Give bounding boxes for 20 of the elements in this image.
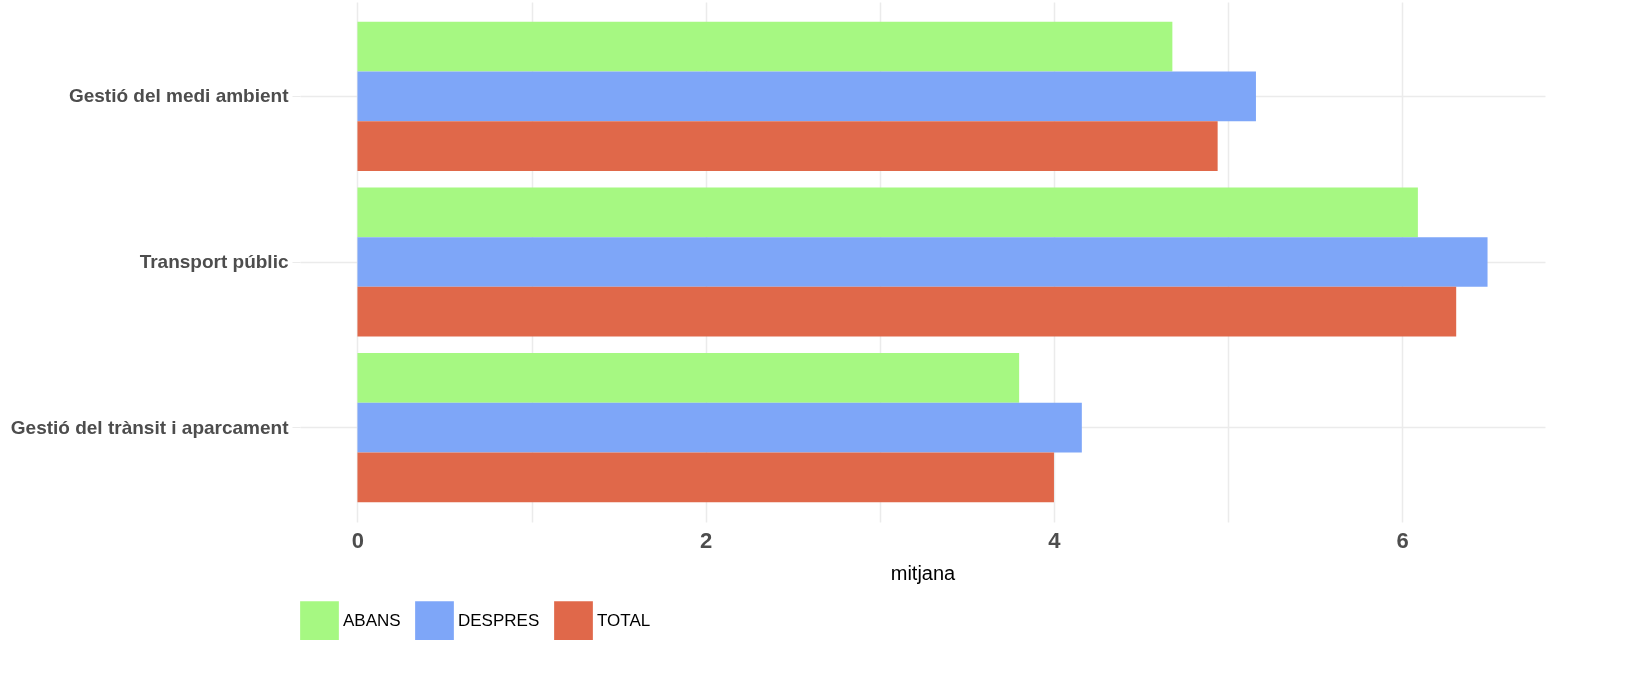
legend-label: DESPRES — [458, 610, 540, 630]
bar — [357, 237, 1488, 287]
legend-label: ABANS — [343, 610, 401, 630]
bar — [357, 452, 1054, 503]
legend-label: TOTAL — [597, 610, 651, 630]
bar — [357, 286, 1457, 337]
bar — [357, 121, 1218, 171]
bar — [357, 71, 1256, 122]
bar — [357, 21, 1173, 72]
x-axis-title: mitjana — [890, 561, 957, 584]
bar — [357, 402, 1082, 453]
y-tick-label: Gestió del medi ambient — [68, 85, 290, 107]
bar — [357, 353, 1020, 403]
bar — [357, 187, 1418, 238]
x-tick-label: 2 — [700, 527, 713, 553]
x-tick-label: 4 — [1048, 527, 1062, 553]
x-tick-label: 0 — [351, 527, 365, 553]
y-tick-label: Transport públic — [139, 251, 289, 272]
x-tick-label: 6 — [1396, 527, 1409, 553]
y-tick-label: Gestió del trànsit i aparcament — [10, 416, 290, 438]
